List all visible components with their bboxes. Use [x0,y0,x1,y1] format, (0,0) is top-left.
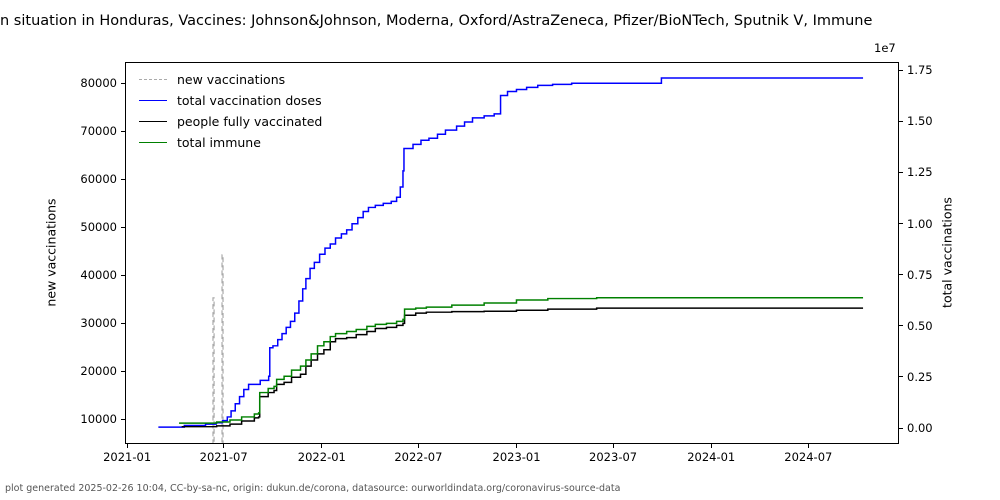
y-left-tick-mark [121,178,125,180]
legend-line-icon [139,79,167,80]
y-left-tick-label: 80000 [80,76,117,91]
x-tick-mark [321,444,323,448]
series-people-fully-vaccinated [181,307,864,428]
y-left-tick-mark [121,370,125,372]
legend-label: people fully vaccinated [177,114,323,129]
plot-area [125,62,899,444]
y-left-tick-mark [121,226,125,228]
y-left-tick-mark [121,130,125,132]
legend-item-new-vaccinations: new vaccinations [139,69,322,90]
footer-credits: plot generated 2025-02-26 10:04, CC-by-s… [5,483,621,494]
y-right-tick-mark [899,325,903,327]
legend-item-total-vaccination-doses: total vaccination doses [139,90,322,111]
legend-line-icon [139,142,167,143]
y-left-tick-label: 30000 [80,316,117,331]
series-new-vaccinations [212,254,224,443]
x-tick-label: 2024-01 [687,450,736,464]
y-right-tick-label: 1.00 [907,216,933,231]
y-right-tick-mark [899,274,903,276]
y-left-tick-mark [121,82,125,84]
series-total-vaccination-doses [158,77,864,428]
x-tick-label: 2022-07 [394,450,443,464]
right-axis-label: total vaccinations [939,197,955,308]
y-left-tick-label: 50000 [80,220,117,235]
y-right-tick-mark [899,223,903,225]
legend-label: total immune [177,135,261,150]
x-tick-mark [417,444,419,448]
legend-label: total vaccination doses [177,93,322,108]
y-left-tick-mark [121,322,125,324]
chart-canvas [158,77,864,443]
chart-title: n situation in Honduras, Vaccines: Johns… [0,13,873,29]
y-right-tick-mark [899,427,903,429]
x-tick-mark [126,444,128,448]
legend-label: new vaccinations [177,72,286,87]
y-right-tick-mark [899,69,903,71]
legend: new vaccinations total vaccination doses p… [139,69,322,153]
y-left-tick-label: 20000 [80,364,117,379]
x-tick-label: 2021-01 [103,450,152,464]
x-tick-mark [516,444,518,448]
legend-item-total-immune: total immune [139,132,322,153]
y-right-tick-mark [899,171,903,173]
legend-line-icon [139,121,167,122]
x-tick-label: 2021-07 [199,450,248,464]
y-right-tick-label: 0.50 [907,318,933,333]
x-tick-label: 2023-07 [589,450,638,464]
x-tick-mark [223,444,225,448]
x-tick-mark [710,444,712,448]
x-tick-mark [612,444,614,448]
y-left-tick-label: 40000 [80,268,117,283]
right-axis-offset-label: 1e7 [874,41,896,55]
x-tick-mark [807,444,809,448]
y-right-tick-label: 1.75 [907,63,933,78]
series-total-immune [179,297,864,424]
y-left-tick-mark [121,274,125,276]
y-right-tick-label: 0.75 [907,267,933,282]
y-right-tick-label: 0.00 [907,421,933,436]
y-left-tick-mark [121,418,125,420]
x-tick-label: 2023-01 [492,450,541,464]
y-left-tick-label: 10000 [80,412,117,427]
left-axis-label: new vaccinations [43,198,59,307]
y-left-tick-label: 70000 [80,124,117,139]
y-right-tick-label: 1.50 [907,114,933,129]
x-tick-label: 2024-07 [784,450,833,464]
legend-line-icon [139,100,167,101]
legend-item-people-fully-vaccinated: people fully vaccinated [139,111,322,132]
y-right-tick-mark [899,120,903,122]
y-left-tick-label: 60000 [80,172,117,187]
y-right-tick-mark [899,376,903,378]
x-tick-label: 2022-01 [297,450,346,464]
y-right-tick-label: 0.25 [907,369,933,384]
y-right-tick-label: 1.25 [907,165,933,180]
